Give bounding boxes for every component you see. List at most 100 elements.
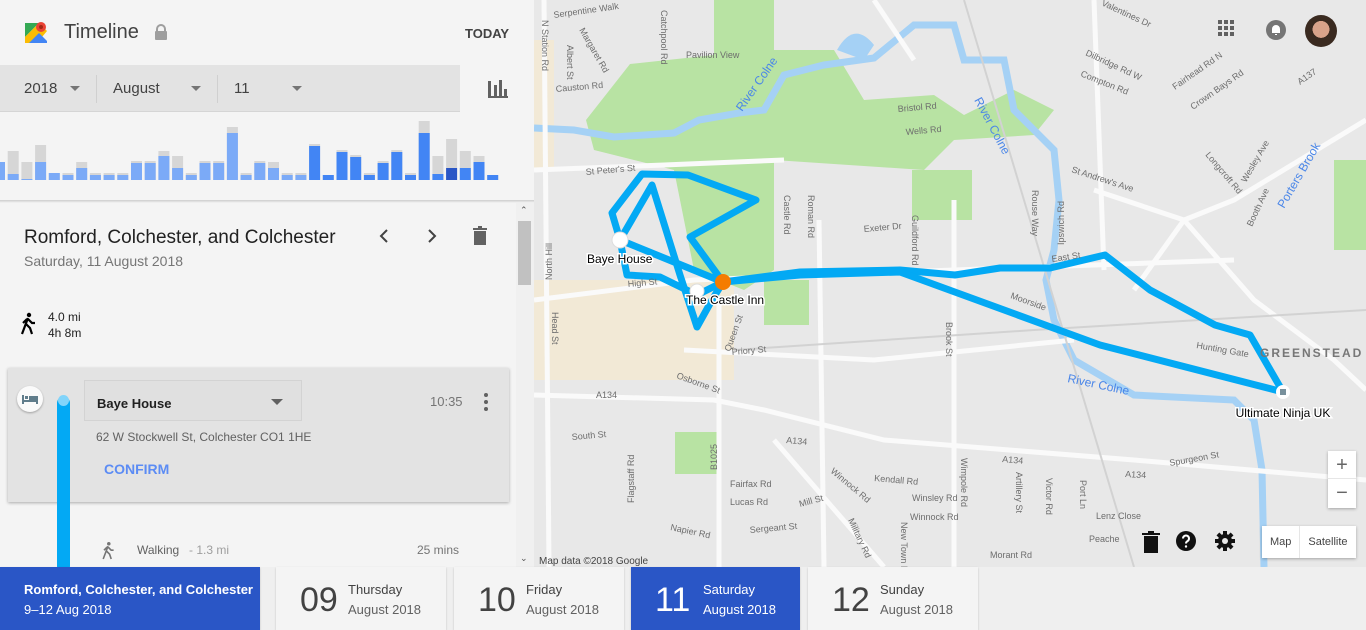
apps-grid-icon[interactable] [1217, 19, 1235, 37]
bar-moving[interactable] [144, 163, 156, 180]
map-canvas[interactable]: Baye House The Castle Inn Ultimate Ninja… [534, 0, 1366, 567]
bar-moving[interactable] [213, 163, 225, 180]
bar-moving[interactable] [281, 175, 293, 180]
map-type-satellite[interactable]: Satellite [1308, 536, 1348, 548]
today-button[interactable]: TODAY [465, 26, 510, 41]
bar-moving[interactable] [336, 152, 348, 180]
bar-moving[interactable] [405, 175, 416, 180]
bar-moving[interactable] [199, 163, 211, 180]
bar-moving[interactable] [76, 168, 88, 180]
day-num: 11 [655, 581, 691, 619]
help-icon[interactable] [1176, 531, 1196, 551]
bar-moving[interactable] [391, 152, 403, 180]
day-dropdown[interactable]: 11 [234, 65, 314, 112]
zoom-out-button[interactable]: − [1336, 482, 1348, 504]
bar-moving[interactable] [254, 163, 266, 180]
bar-moving[interactable] [0, 162, 5, 180]
delete-day-button[interactable] [470, 226, 490, 246]
bar-moving[interactable] [48, 173, 60, 180]
bar-total[interactable] [21, 162, 33, 180]
app-title: Timeline [64, 21, 139, 43]
bar-moving[interactable] [103, 175, 115, 180]
bar-moving[interactable] [322, 175, 334, 180]
road-label: A134 [786, 435, 808, 447]
notifications-bell-icon[interactable] [1266, 20, 1286, 40]
more-options-icon[interactable] [482, 392, 490, 412]
road-label: Winsley Rd [912, 493, 958, 503]
year-dropdown[interactable]: 2018 [24, 65, 94, 112]
settings-gear-icon[interactable] [1215, 531, 1235, 551]
day-tile-11[interactable]: 11 Saturday August 2018 [631, 567, 800, 630]
hotel-marker[interactable] [611, 231, 629, 249]
day-date: Saturday, 11 August 2018 [24, 253, 184, 269]
divider [217, 75, 218, 103]
month-dropdown[interactable]: August [113, 65, 213, 112]
zoom-in-button[interactable]: + [1328, 451, 1356, 479]
day-num: 10 [478, 581, 516, 619]
bar-total[interactable] [446, 139, 458, 180]
bar-moving[interactable] [62, 175, 74, 180]
timeline-track [57, 397, 70, 567]
bar-moving[interactable] [172, 168, 184, 180]
bar-moving[interactable] [309, 146, 321, 180]
road-label: Wimpole Rd [959, 458, 969, 507]
bar-moving[interactable] [446, 168, 458, 180]
bar-moving[interactable] [185, 175, 197, 180]
bar-moving[interactable] [35, 162, 47, 180]
place-marker[interactable] [689, 283, 705, 299]
scroll-up-icon[interactable]: ⌃ [520, 205, 528, 215]
confirm-button[interactable]: CONFIRM [104, 461, 170, 477]
place-name: Baye House [97, 396, 172, 411]
walking-icon [102, 542, 114, 560]
divider [0, 200, 534, 203]
previous-day-button[interactable] [374, 226, 394, 246]
bar-moving[interactable] [89, 175, 101, 180]
bar-moving[interactable] [418, 133, 430, 180]
trash-icon[interactable] [1142, 531, 1160, 553]
bar-moving[interactable] [158, 156, 170, 180]
bar-total[interactable] [432, 156, 444, 180]
road-label: Fairfax Rd [730, 479, 772, 489]
place-label: Baye House [587, 252, 653, 266]
map[interactable]: Baye House The Castle Inn Ultimate Ninja… [534, 0, 1366, 567]
bar-moving[interactable] [268, 168, 279, 180]
bar-marker[interactable] [715, 274, 731, 290]
bar-moving[interactable] [473, 162, 485, 180]
map-type-map[interactable]: Map [1262, 526, 1301, 558]
zoom-control: + − [1328, 451, 1356, 508]
bar-moving[interactable] [363, 175, 375, 180]
day-tile-09[interactable]: 09 Thursday August 2018 [276, 567, 446, 630]
bar-moving[interactable] [21, 179, 33, 180]
bar-moving[interactable] [7, 174, 19, 180]
bar-total[interactable] [7, 151, 19, 180]
bar-moving[interactable] [295, 175, 307, 180]
bar-moving[interactable] [459, 168, 471, 180]
chart-toggle-button[interactable] [460, 65, 534, 112]
area-label: GREENSTEAD [1260, 346, 1363, 360]
place-name-dropdown[interactable]: Baye House [84, 380, 302, 421]
bar-moving[interactable] [117, 175, 129, 180]
day-weekday: Thursday [348, 582, 403, 597]
bar-total[interactable] [459, 151, 471, 180]
next-day-button[interactable] [422, 226, 442, 246]
bar-moving[interactable] [487, 175, 499, 180]
trip-summary-tile[interactable]: Romford, Colchester, and Colchester 9–12… [0, 567, 260, 630]
bar-chart-icon [488, 80, 508, 98]
bar-moving[interactable] [240, 175, 252, 180]
day-weekday: Sunday [880, 582, 925, 597]
bar-moving[interactable] [432, 174, 444, 180]
activity-distance: - 1.3 mi [189, 543, 230, 557]
road-label: South St [571, 429, 607, 442]
day-tile-12[interactable]: 12 Sunday August 2018 [808, 567, 978, 630]
scrollbar-thumb[interactable] [518, 221, 531, 285]
scrollbar[interactable]: ⌃ ⌄ [516, 203, 534, 567]
bar-moving[interactable] [226, 133, 238, 180]
bar-moving[interactable] [131, 163, 142, 180]
bar-moving[interactable] [350, 157, 362, 180]
avatar[interactable] [1305, 15, 1337, 47]
road-label: Lenz Close [1096, 511, 1141, 521]
scroll-down-icon[interactable]: ⌄ [520, 553, 528, 563]
bar-moving[interactable] [377, 163, 389, 180]
road-label: Peache [1089, 534, 1120, 544]
day-tile-10[interactable]: 10 Friday August 2018 [454, 567, 624, 630]
